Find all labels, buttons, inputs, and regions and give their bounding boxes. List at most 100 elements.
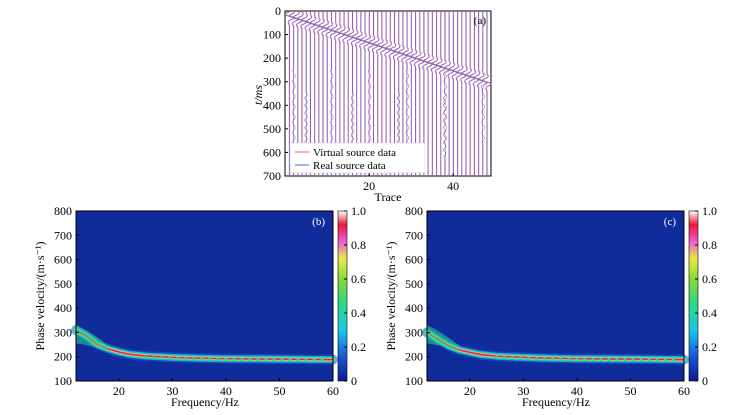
ytick-label-100: 100 bbox=[54, 374, 72, 388]
cbtick-label-0.6: 0.6 bbox=[351, 272, 366, 286]
dispersion-dot bbox=[511, 356, 515, 360]
trace-real-44 bbox=[465, 11, 475, 176]
trace-virtual-45 bbox=[470, 11, 480, 176]
dispersion-dot bbox=[671, 358, 675, 362]
cbtick-label-0.8: 0.8 bbox=[702, 238, 717, 252]
trace-virtual-44 bbox=[465, 11, 476, 176]
xtick-label-30: 30 bbox=[517, 384, 529, 398]
ytick-label-700: 700 bbox=[263, 169, 281, 183]
dispersion-dot bbox=[647, 358, 651, 362]
dispersion-dot bbox=[575, 357, 579, 361]
trace-virtual-39 bbox=[444, 11, 455, 176]
panel-c-ylabel: Phase velocity/(m·s⁻¹) bbox=[384, 242, 398, 351]
cbtick-label-0: 0 bbox=[351, 374, 357, 388]
dispersion-lowfreq-lobe bbox=[76, 325, 109, 351]
dispersion-dot bbox=[288, 357, 292, 362]
dispersion-dot bbox=[519, 356, 523, 360]
ytick-label-600: 600 bbox=[263, 145, 281, 159]
dispersion-dot bbox=[599, 357, 603, 361]
cbtick-label-0.2: 0.2 bbox=[351, 340, 366, 354]
dispersion-dot bbox=[176, 356, 180, 361]
cbtick-label-0.4: 0.4 bbox=[702, 306, 717, 320]
panel-b-label: (b) bbox=[312, 216, 325, 228]
trace-virtual-48 bbox=[482, 11, 492, 176]
dispersion-dot bbox=[248, 357, 252, 361]
dispersion-dot bbox=[160, 356, 164, 360]
ytick-label-0: 0 bbox=[275, 4, 281, 18]
ytick-label-400: 400 bbox=[405, 301, 423, 315]
panel-a-legend: Virtual source data Real source data bbox=[289, 142, 426, 174]
trace-virtual-34 bbox=[423, 11, 433, 176]
ytick-label-600: 600 bbox=[405, 253, 423, 267]
panel-c-frame bbox=[426, 210, 685, 382]
panel-b-colorbar-ticks: 0 0.2 0.4 0.6 0.8 1.0 bbox=[344, 204, 366, 388]
dispersion-dot bbox=[232, 357, 236, 361]
xtick-label-60: 60 bbox=[327, 384, 339, 398]
xtick-label-40: 40 bbox=[571, 384, 583, 398]
panel-c-colorbar-ticks: 0 0.2 0.4 0.6 0.8 1.0 bbox=[695, 204, 717, 388]
dispersion-dot bbox=[216, 357, 220, 361]
dispersion-dot bbox=[312, 358, 316, 362]
ytick-label-700: 700 bbox=[405, 228, 423, 242]
dispersion-dot bbox=[240, 357, 244, 361]
xtick-label-40: 40 bbox=[220, 384, 232, 398]
dispersion-dot bbox=[663, 358, 667, 362]
trace-real-46 bbox=[473, 11, 483, 176]
ytick-label-300: 300 bbox=[263, 75, 281, 89]
dispersion-dot bbox=[224, 357, 228, 361]
dispersion-dot bbox=[583, 357, 587, 361]
ytick-label-500: 500 bbox=[54, 277, 72, 291]
ytick-label-700: 700 bbox=[54, 228, 72, 242]
dispersion-dot bbox=[535, 357, 539, 361]
panel-b-xlabel: Frequency/Hz bbox=[171, 395, 239, 409]
xtick-label-30: 30 bbox=[166, 384, 178, 398]
dispersion-dot bbox=[503, 356, 507, 360]
panel-b-heatmap bbox=[71, 325, 338, 365]
trace-virtual-42 bbox=[457, 11, 467, 176]
ytick-label-500: 500 bbox=[263, 122, 281, 136]
cbtick-label-0.6: 0.6 bbox=[702, 272, 717, 286]
trace-virtual-37 bbox=[436, 11, 446, 176]
cbtick-label-0.4: 0.4 bbox=[351, 306, 366, 320]
panel-a-yticks: 0 100 200 300 400 500 600 700 bbox=[263, 4, 288, 183]
dispersion-dot bbox=[591, 357, 595, 361]
trace-real-39 bbox=[444, 11, 454, 176]
dispersion-dot bbox=[168, 356, 172, 360]
trace-real-38 bbox=[440, 11, 450, 176]
dispersion-dot bbox=[551, 357, 555, 361]
dispersion-dot bbox=[208, 357, 212, 361]
panel-a-xticks: 20 40 bbox=[363, 173, 459, 193]
dispersion-dot bbox=[152, 356, 156, 360]
dispersion-dot bbox=[655, 358, 659, 362]
dispersion-dot bbox=[192, 357, 196, 361]
panel-c-xticks: 20 30 40 50 60 bbox=[464, 378, 690, 398]
ytick-label-100: 100 bbox=[263, 28, 281, 42]
cbtick-label-1.0: 1.0 bbox=[351, 204, 366, 218]
ytick-label-800: 800 bbox=[405, 204, 423, 218]
ytick-label-200: 200 bbox=[54, 350, 72, 364]
dispersion-dot bbox=[144, 355, 148, 359]
ytick-label-300: 300 bbox=[405, 325, 423, 339]
dispersion-dot bbox=[264, 357, 268, 362]
dispersion-dot bbox=[527, 356, 531, 361]
dispersion-lowfreq-lobe bbox=[427, 325, 460, 351]
xtick-label-40: 40 bbox=[447, 179, 459, 193]
trace-virtual-43 bbox=[461, 11, 471, 176]
trace-real-42 bbox=[457, 11, 467, 176]
ytick-label-200: 200 bbox=[405, 350, 423, 364]
legend-real-label: Real source data bbox=[313, 160, 386, 172]
trace-real-45 bbox=[469, 11, 479, 176]
trace-real-43 bbox=[461, 11, 471, 176]
ytick-label-400: 400 bbox=[54, 301, 72, 315]
cbtick-label-0.2: 0.2 bbox=[702, 340, 717, 354]
panel-a-label: (a) bbox=[474, 15, 487, 27]
trace-real-47 bbox=[478, 11, 488, 176]
xtick-label-60: 60 bbox=[678, 384, 690, 398]
panel-a-xlabel: Trace bbox=[375, 190, 402, 204]
dispersion-dot bbox=[304, 358, 308, 362]
cbtick-label-1.0: 1.0 bbox=[702, 204, 717, 218]
cbtick-label-0: 0 bbox=[702, 374, 708, 388]
dispersion-dot bbox=[184, 357, 188, 361]
